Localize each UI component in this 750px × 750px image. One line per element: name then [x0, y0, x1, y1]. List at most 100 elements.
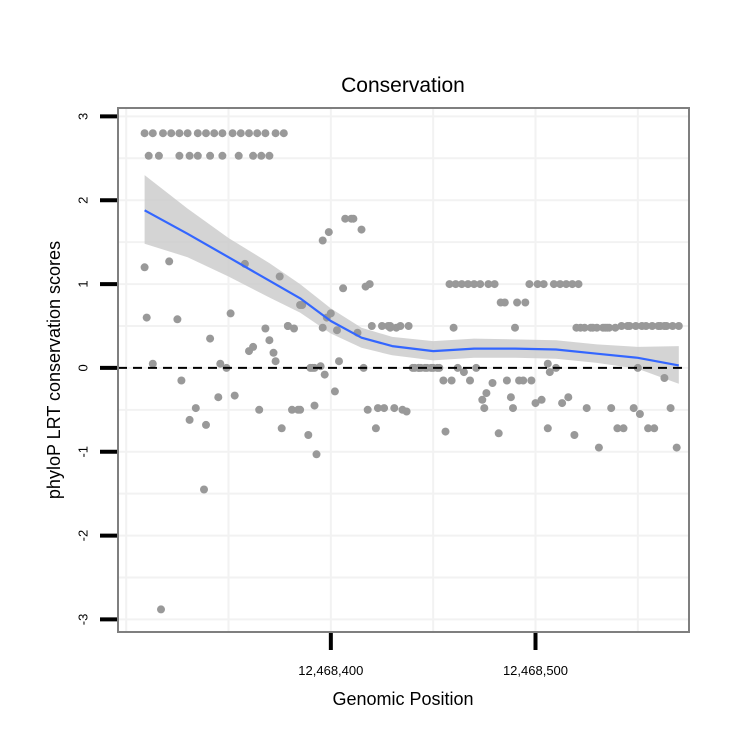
data-point: [441, 427, 450, 436]
data-point: [457, 280, 466, 289]
data-points: [140, 129, 683, 614]
data-point: [674, 322, 683, 330]
data-point: [173, 315, 182, 324]
data-point: [245, 129, 253, 138]
chart-title: Conservation: [341, 74, 465, 97]
data-point: [230, 391, 239, 400]
data-point: [277, 424, 286, 433]
y-tick-label: 0: [75, 364, 90, 371]
data-point: [320, 370, 329, 379]
data-point: [226, 309, 235, 318]
data-point: [185, 415, 194, 424]
data-point: [572, 323, 581, 332]
data-point: [283, 322, 292, 330]
data-point: [568, 280, 577, 289]
data-point: [635, 410, 644, 418]
y-tick-label: 1: [75, 280, 90, 287]
data-point: [339, 284, 348, 293]
x-tick-label: 12,468,400: [298, 663, 363, 678]
data-point: [271, 357, 280, 366]
data-point: [269, 348, 278, 357]
smooth-line-group: [144, 209, 680, 367]
x-axis: 12,468,400 12,468,500: [298, 633, 568, 678]
data-point: [574, 280, 583, 289]
data-point: [371, 424, 380, 433]
data-point: [625, 322, 634, 330]
data-point: [672, 443, 681, 452]
data-point: [140, 263, 149, 272]
data-point: [304, 431, 313, 439]
data-point: [318, 323, 327, 332]
data-point: [249, 151, 258, 160]
data-point: [218, 129, 227, 138]
y-tick-label: 2: [75, 197, 90, 204]
data-point: [644, 424, 653, 433]
data-point: [290, 324, 298, 333]
data-point: [494, 429, 503, 438]
data-point: [562, 280, 571, 289]
data-point: [545, 368, 554, 377]
y-tick-label: -3: [75, 614, 90, 626]
data-point: [509, 404, 517, 413]
data-point: [380, 404, 389, 413]
data-point: [396, 322, 405, 330]
data-point: [484, 280, 493, 289]
data-point: [660, 374, 669, 382]
data-point: [296, 405, 305, 414]
data-point: [234, 151, 243, 160]
data-point: [506, 393, 515, 402]
data-point: [312, 450, 321, 459]
data-point: [592, 323, 601, 332]
data-point: [527, 376, 536, 385]
data-point: [511, 323, 519, 332]
data-point: [191, 404, 200, 413]
data-point: [564, 393, 573, 402]
data-point: [478, 395, 487, 404]
data-point: [521, 298, 530, 307]
data-point: [613, 424, 622, 433]
data-point: [449, 323, 458, 332]
data-point: [549, 280, 558, 289]
data-point: [148, 129, 157, 138]
data-point: [202, 420, 210, 429]
data-point: [167, 129, 176, 138]
data-point: [154, 151, 163, 160]
data-point: [214, 393, 223, 402]
data-point: [558, 399, 567, 408]
data-point: [216, 359, 225, 368]
data-point: [265, 151, 274, 160]
data-point: [261, 324, 270, 333]
data-point: [603, 323, 612, 332]
data-point: [539, 280, 548, 289]
data-point: [378, 322, 386, 330]
data-point: [466, 376, 474, 385]
data-point: [619, 424, 628, 433]
data-point: [662, 322, 671, 330]
data-point: [310, 401, 319, 410]
data-point: [228, 129, 237, 138]
data-point: [480, 404, 489, 413]
x-tick-label: 12,468,500: [503, 663, 568, 678]
data-point: [271, 129, 280, 138]
data-point: [648, 322, 657, 330]
panel-border: [117, 107, 690, 633]
data-point: [324, 228, 333, 237]
data-point: [367, 322, 376, 330]
data-point: [175, 129, 184, 138]
data-point: [513, 298, 522, 307]
data-point: [218, 151, 227, 160]
data-point: [373, 404, 382, 413]
data-point: [439, 376, 448, 385]
data-point: [255, 405, 264, 414]
data-point: [582, 404, 591, 413]
data-point: [580, 323, 589, 332]
data-point: [490, 280, 499, 289]
data-point: [333, 326, 341, 335]
data-point: [570, 431, 579, 439]
data-point: [404, 322, 413, 330]
data-point: [668, 322, 677, 330]
data-point: [386, 322, 395, 330]
data-point: [144, 151, 153, 160]
data-point: [631, 322, 640, 330]
confidence-band: [144, 175, 679, 384]
